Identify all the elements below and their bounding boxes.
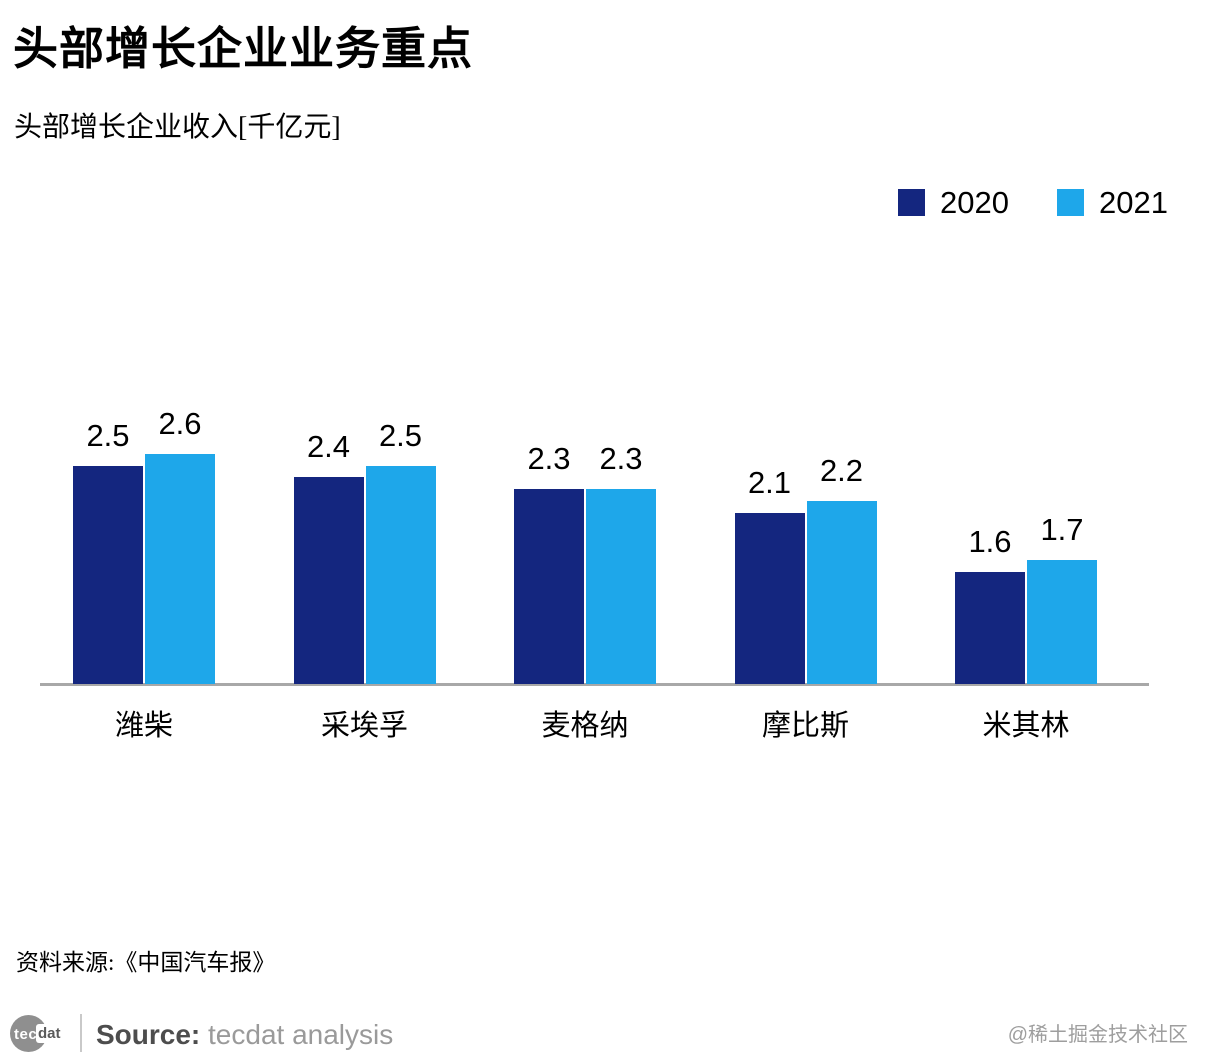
category-label: 摩比斯: [761, 710, 850, 742]
footer-source-line: Source: tecdat analysis: [96, 1019, 393, 1051]
legend-swatch-2021-icon: [1056, 189, 1084, 216]
chart-subtitle: 头部增长企业收入[千亿元]: [14, 112, 341, 143]
bar-value-label: 2.2: [819, 453, 864, 488]
tecdat-logo: tec dat: [10, 1015, 80, 1053]
category-label: 采埃孚: [320, 710, 409, 742]
chart-legend: 2020 2021: [898, 187, 1168, 218]
legend-item-2021: 2021: [1056, 185, 1168, 220]
bar-value-label: 2.4: [306, 429, 351, 464]
bar-2020-麦格纳: [514, 489, 584, 684]
community-watermark: @稀土掘金技术社区: [1007, 1024, 1188, 1046]
footer-source-label: Source:: [96, 1019, 201, 1050]
category-label: 麦格纳: [541, 710, 629, 742]
bar-2020-采埃孚: [293, 477, 364, 684]
bar-value-label: 1.6: [968, 524, 1012, 559]
chart-title: 头部增长企业业务重点: [13, 24, 474, 74]
footer-source-text: tecdat analysis: [208, 1019, 394, 1050]
bar-2021-摩比斯: [806, 501, 877, 684]
tecdat-logo-tec: tec: [14, 1026, 38, 1043]
source-note: 资料来源:《中国汽车报》: [16, 950, 276, 975]
bar-2021-米其林: [1027, 560, 1097, 684]
bar-2020-摩比斯: [734, 513, 805, 684]
bar-2021-麦格纳: [586, 489, 656, 684]
legend-label-2021: 2021: [1098, 185, 1168, 220]
bar-value-label: 2.5: [86, 418, 130, 453]
legend-swatch-2020-icon: [898, 189, 925, 216]
legend-label-2020: 2020: [940, 185, 1009, 220]
bar-2020-潍柴: [73, 466, 143, 684]
bar-value-label: 2.3: [599, 441, 643, 476]
bar-value-label: 2.3: [527, 441, 571, 476]
footer-divider: [80, 1014, 82, 1052]
bar-value-label: 2.5: [378, 418, 423, 453]
legend-item-2020: 2020: [898, 187, 1009, 218]
bar-2021-潍柴: [145, 454, 215, 684]
x-axis-line: [40, 683, 1149, 686]
bar-value-label: 2.1: [747, 465, 792, 500]
bar-value-label: 2.6: [158, 406, 202, 441]
tecdat-logo-dat: dat: [36, 1024, 63, 1043]
bar-2020-米其林: [955, 572, 1025, 684]
category-label: 潍柴: [114, 710, 174, 742]
category-label: 米其林: [982, 710, 1070, 742]
bar-2021-采埃孚: [365, 466, 436, 684]
bar-value-label: 1.7: [1040, 512, 1084, 547]
